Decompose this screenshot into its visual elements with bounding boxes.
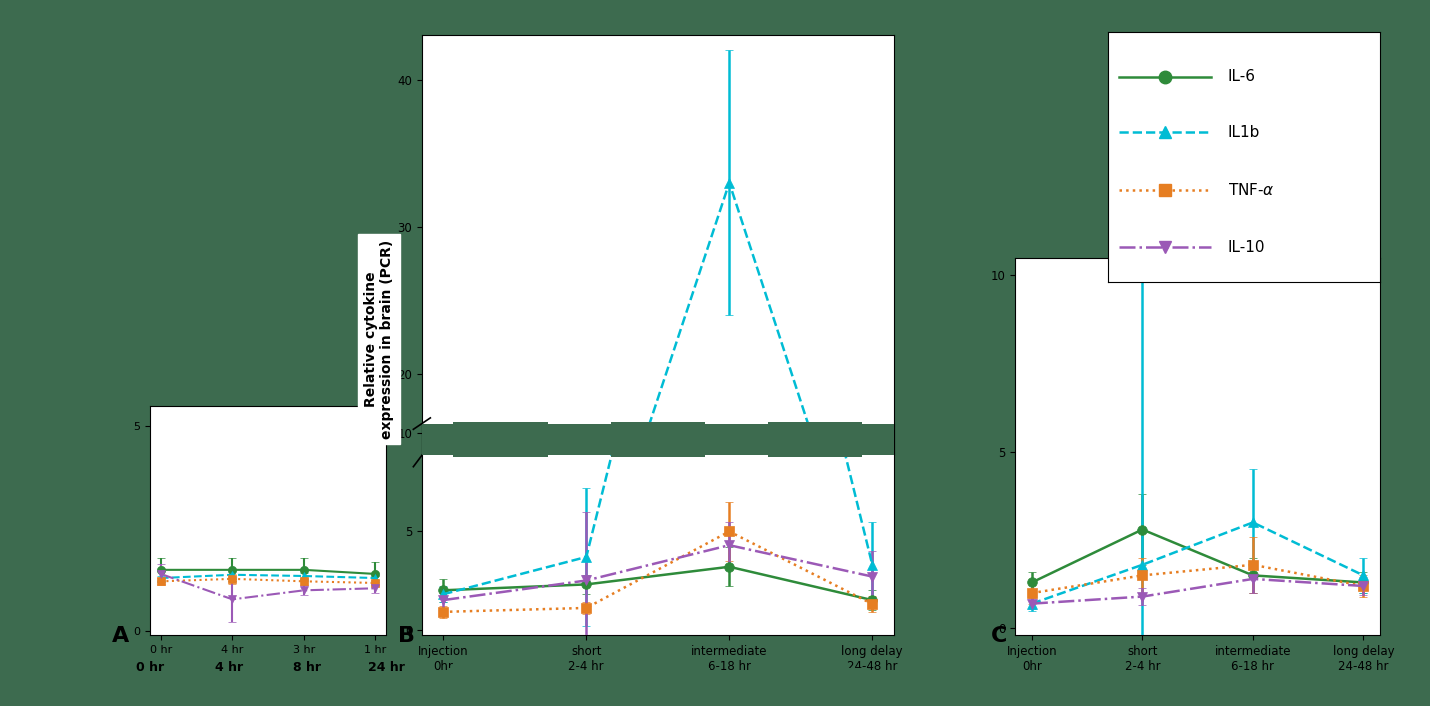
Text: C: C xyxy=(991,626,1007,646)
Text: TNF-$\alpha$: TNF-$\alpha$ xyxy=(1228,181,1274,198)
Text: 24 hr: 24 hr xyxy=(368,661,405,674)
Text: B: B xyxy=(398,626,415,646)
Text: IL-6: IL-6 xyxy=(1228,69,1256,85)
Text: 0 hr: 0 hr xyxy=(136,661,164,674)
Text: 4 hr: 4 hr xyxy=(214,661,243,674)
Text: Relative cytokine
expression in brain (PCR): Relative cytokine expression in brain (P… xyxy=(363,239,395,438)
Text: A: A xyxy=(112,626,129,646)
Text: IL-10: IL-10 xyxy=(1228,240,1266,255)
Text: IL1b: IL1b xyxy=(1228,124,1260,140)
Text: 8 hr: 8 hr xyxy=(293,661,322,674)
